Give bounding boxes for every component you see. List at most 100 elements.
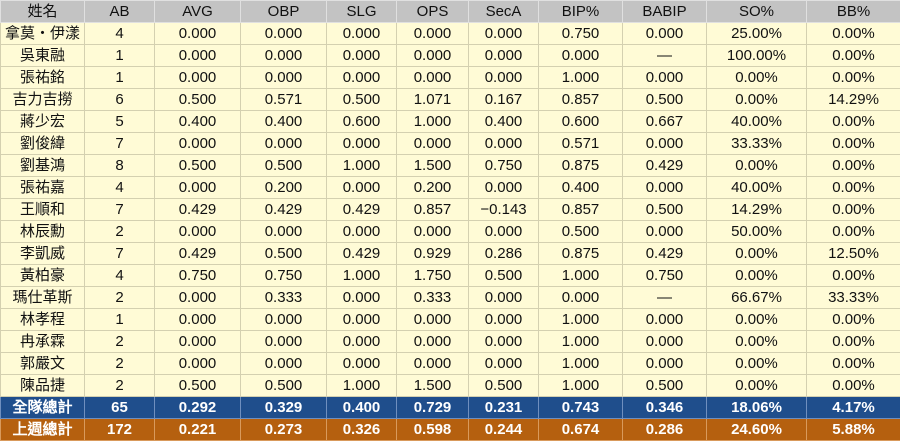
cell: 0.750: [623, 265, 707, 287]
cell: 0.000: [327, 45, 397, 67]
cell: 1.000: [539, 265, 623, 287]
cell: 劉基鴻: [1, 155, 85, 177]
cell: 0.000: [623, 309, 707, 331]
cell: 1: [85, 67, 155, 89]
cell: 0.326: [327, 419, 397, 441]
cell: 1.000: [539, 353, 623, 375]
cell: 0.000: [469, 353, 539, 375]
cell: 0.00%: [707, 89, 807, 111]
cell: 0.000: [241, 221, 327, 243]
cell: 0.000: [397, 353, 469, 375]
cell: 冉承霖: [1, 331, 85, 353]
cell: 0.500: [241, 375, 327, 397]
cell: 25.00%: [707, 23, 807, 45]
cell: 6: [85, 89, 155, 111]
cell: 0.000: [469, 287, 539, 309]
cell: −0.143: [469, 199, 539, 221]
cell: 0.329: [241, 397, 327, 419]
cell: 0.500: [623, 375, 707, 397]
cell: 上週總計: [1, 419, 85, 441]
cell: 0.000: [623, 133, 707, 155]
cell: 吉力吉撈: [1, 89, 85, 111]
cell: 0.221: [155, 419, 241, 441]
cell: 0.167: [469, 89, 539, 111]
cell: 14.29%: [707, 199, 807, 221]
cell: 0.000: [327, 23, 397, 45]
cell: 張祐銘: [1, 67, 85, 89]
header-cell: BIP%: [539, 1, 623, 23]
cell: 0.400: [469, 111, 539, 133]
cell: 0.000: [623, 67, 707, 89]
cell: 0.500: [623, 199, 707, 221]
cell: 0.429: [241, 199, 327, 221]
cell: 0.750: [539, 23, 623, 45]
cell: 0.00%: [807, 221, 900, 243]
cell: 0.429: [327, 243, 397, 265]
cell: 66.67%: [707, 287, 807, 309]
cell: 8: [85, 155, 155, 177]
cell: 0.857: [539, 199, 623, 221]
cell: 0.00%: [707, 331, 807, 353]
cell: 1.000: [397, 111, 469, 133]
cell: 4: [85, 177, 155, 199]
cell: 0.500: [241, 243, 327, 265]
cell: 0.000: [469, 331, 539, 353]
cell: 0.429: [623, 155, 707, 177]
cell: 蔣少宏: [1, 111, 85, 133]
cell: 0.000: [539, 45, 623, 67]
header-cell: AB: [85, 1, 155, 23]
cell: 0.00%: [807, 309, 900, 331]
cell: 1.000: [539, 375, 623, 397]
cell: 0.286: [623, 419, 707, 441]
cell: 0.500: [155, 89, 241, 111]
cell: 0.000: [155, 23, 241, 45]
cell: 0.000: [327, 67, 397, 89]
cell: 0.000: [469, 45, 539, 67]
cell: 0.857: [539, 89, 623, 111]
cell: 0.000: [397, 23, 469, 45]
cell: 0.400: [539, 177, 623, 199]
cell: 0.000: [155, 177, 241, 199]
cell: 0.00%: [707, 309, 807, 331]
cell: 0.000: [469, 23, 539, 45]
cell: 0.000: [397, 67, 469, 89]
cell: 0.00%: [807, 375, 900, 397]
cell: 0.429: [155, 243, 241, 265]
cell: 0.000: [623, 221, 707, 243]
cell: 0.571: [241, 89, 327, 111]
cell: 0.00%: [707, 265, 807, 287]
cell: 4: [85, 265, 155, 287]
cell: 0.273: [241, 419, 327, 441]
cell: 4: [85, 23, 155, 45]
cell: 0.500: [623, 89, 707, 111]
cell: —: [623, 45, 707, 67]
header-cell: OPS: [397, 1, 469, 23]
cell: 0.00%: [807, 45, 900, 67]
cell: 1.000: [327, 155, 397, 177]
cell: 1.000: [539, 331, 623, 353]
cell: 0.000: [397, 309, 469, 331]
cell: 0.000: [241, 331, 327, 353]
cell: 50.00%: [707, 221, 807, 243]
cell: 7: [85, 199, 155, 221]
cell: 王順和: [1, 199, 85, 221]
cell: 0.333: [397, 287, 469, 309]
cell: 0.000: [397, 331, 469, 353]
cell: 0.750: [469, 155, 539, 177]
cell: 0.929: [397, 243, 469, 265]
header-cell: SecA: [469, 1, 539, 23]
cell: 0.000: [623, 353, 707, 375]
header-cell: AVG: [155, 1, 241, 23]
cell: 0.875: [539, 243, 623, 265]
cell: 0.875: [539, 155, 623, 177]
cell: 0.00%: [807, 199, 900, 221]
